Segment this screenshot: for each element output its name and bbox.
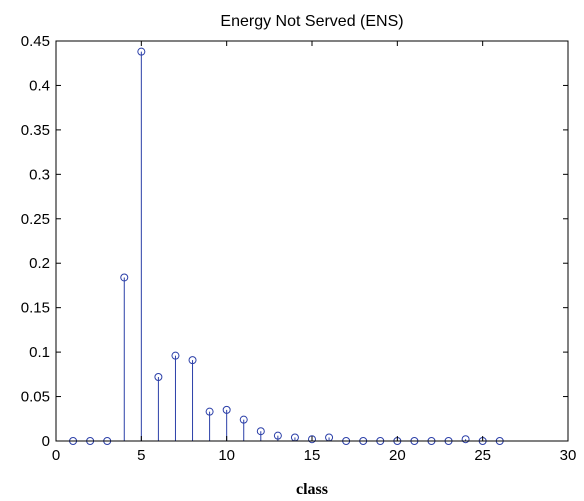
x-tick-label: 20	[389, 447, 406, 464]
stem-marker	[222, 405, 231, 414]
x-tick-label: 10	[218, 447, 235, 464]
x-tick-label: 0	[52, 447, 60, 464]
x-tick-label: 5	[137, 447, 145, 464]
stem-marker	[273, 431, 282, 440]
stem-marker	[239, 415, 248, 424]
stem-marker	[205, 407, 214, 416]
stem-marker	[461, 435, 470, 444]
x-tick-label: 25	[474, 447, 491, 464]
stem-marker	[171, 351, 180, 360]
axis-ticks: 0 5 10 15 20 25 30 0 0.05 0.1 0.15 0.2 0.25 0.3 0.35 0.…	[21, 33, 577, 464]
x-tick-label: 30	[560, 447, 577, 464]
stem-marker	[137, 47, 146, 56]
stem-series	[69, 47, 504, 445]
y-tick-label: 0.1	[29, 344, 50, 361]
y-tick-label: 0	[42, 433, 50, 450]
stem-marker	[120, 273, 129, 282]
y-tick-label: 0.15	[21, 300, 50, 317]
y-tick-label: 0.45	[21, 33, 50, 50]
y-tick-label: 0.35	[21, 122, 50, 139]
stem-marker	[188, 356, 197, 365]
x-tick-label: 15	[304, 447, 321, 464]
y-tick-label: 0.05	[21, 389, 50, 406]
y-tick-label: 0.4	[29, 77, 50, 94]
y-tick-label: 0.3	[29, 166, 50, 183]
stem-marker	[154, 373, 163, 381]
y-tick-label: 0.25	[21, 211, 50, 228]
x-axis-label: class	[296, 481, 328, 498]
chart-title: Energy Not Served (ENS)	[220, 13, 403, 30]
stem-marker	[308, 435, 316, 444]
plot-area	[55, 40, 569, 442]
stem-marker	[256, 427, 265, 436]
y-tick-label: 0.2	[29, 255, 50, 272]
